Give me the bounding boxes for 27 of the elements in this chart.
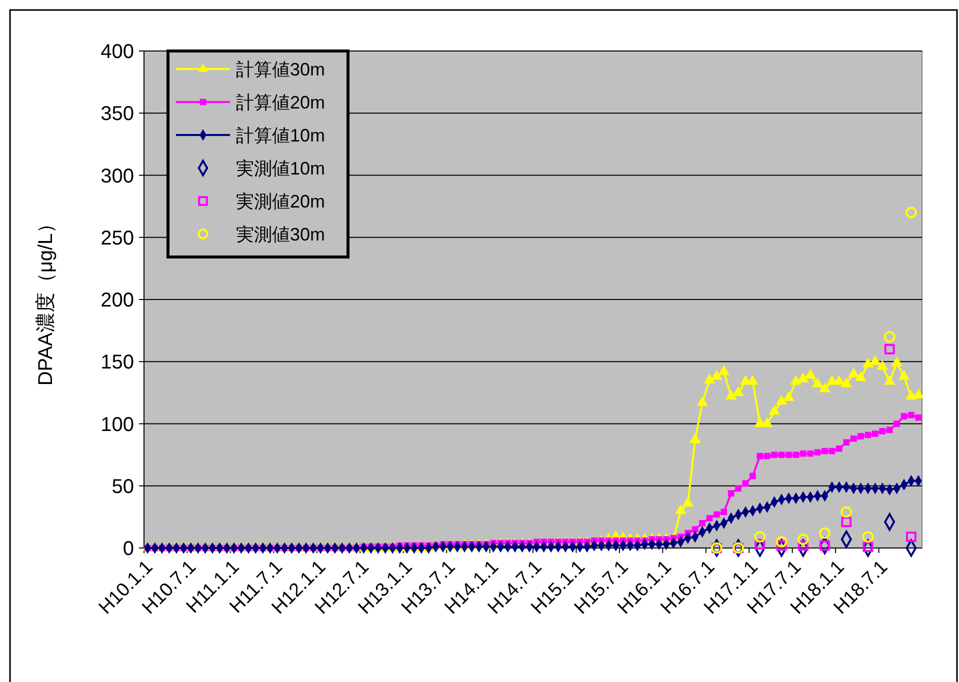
point (884, 331, 896, 342)
legend-label: 計算値10m (236, 125, 326, 146)
legend-label: 実測値10m (236, 158, 326, 178)
y-tick-label: 150 (100, 352, 134, 374)
point (754, 531, 766, 543)
point (797, 534, 809, 546)
y-tick-label: 350 (100, 103, 134, 126)
point (862, 531, 874, 543)
y-tick-label: 100 (100, 414, 134, 436)
legend-label: 計算値30m (236, 59, 326, 80)
point (905, 206, 917, 218)
y-tick-label: 400 (100, 41, 134, 63)
point (906, 532, 916, 542)
legend-label: 実測値30m (236, 224, 326, 244)
point (884, 344, 895, 354)
y-tick-label: 0 (122, 538, 134, 560)
y-tick-label: 50 (112, 476, 134, 498)
legend-label: 実測値20m (236, 191, 326, 212)
legend-label: 計算値20m (236, 92, 326, 112)
y-tick-label: 300 (100, 165, 134, 188)
y-tick-label: 200 (100, 290, 134, 312)
point (776, 536, 788, 548)
y-tick-label: 250 (100, 227, 134, 250)
y-axis-title: DPAA濃度（μg/L） (35, 213, 57, 386)
point (840, 506, 852, 518)
point (841, 516, 852, 528)
point (819, 527, 830, 539)
